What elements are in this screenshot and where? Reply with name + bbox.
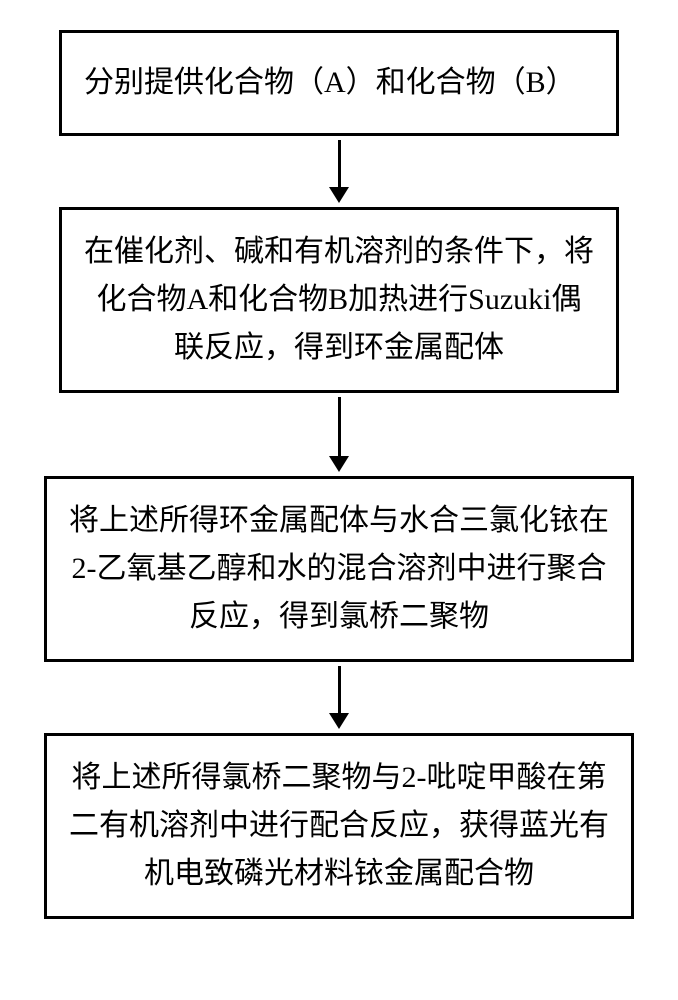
- flowchart-container: 分别提供化合物（A）和化合物（B） 在催化剂、碱和有机溶剂的条件下，将化合物A和…: [29, 30, 649, 919]
- step-text: 将上述所得氯桥二聚物与2-吡啶甲酸在第二有机溶剂中进行配合反应，获得蓝光有机电致…: [69, 761, 609, 890]
- arrow-line: [338, 140, 341, 188]
- step-text: 分别提供化合物（A）和化合物（B）: [84, 66, 576, 99]
- flowchart-arrow: [329, 666, 349, 729]
- arrow-head-icon: [329, 456, 349, 472]
- arrow-head-icon: [329, 713, 349, 729]
- arrow-head-icon: [329, 187, 349, 203]
- flowchart-arrow: [329, 140, 349, 203]
- flowchart-arrow: [329, 397, 349, 472]
- step-text: 在催化剂、碱和有机溶剂的条件下，将化合物A和化合物B加热进行Suzuki偶联反应…: [84, 235, 594, 364]
- flowchart-step-3: 将上述所得环金属配体与水合三氯化铱在2-乙氧基乙醇和水的混合溶剂中进行聚合反应，…: [44, 476, 634, 662]
- flowchart-step-4: 将上述所得氯桥二聚物与2-吡啶甲酸在第二有机溶剂中进行配合反应，获得蓝光有机电致…: [44, 733, 634, 919]
- flowchart-step-1: 分别提供化合物（A）和化合物（B）: [59, 30, 619, 136]
- arrow-line: [338, 397, 341, 457]
- flowchart-step-2: 在催化剂、碱和有机溶剂的条件下，将化合物A和化合物B加热进行Suzuki偶联反应…: [59, 207, 619, 393]
- arrow-line: [338, 666, 341, 714]
- step-text: 将上述所得环金属配体与水合三氯化铱在2-乙氧基乙醇和水的混合溶剂中进行聚合反应，…: [69, 504, 609, 633]
